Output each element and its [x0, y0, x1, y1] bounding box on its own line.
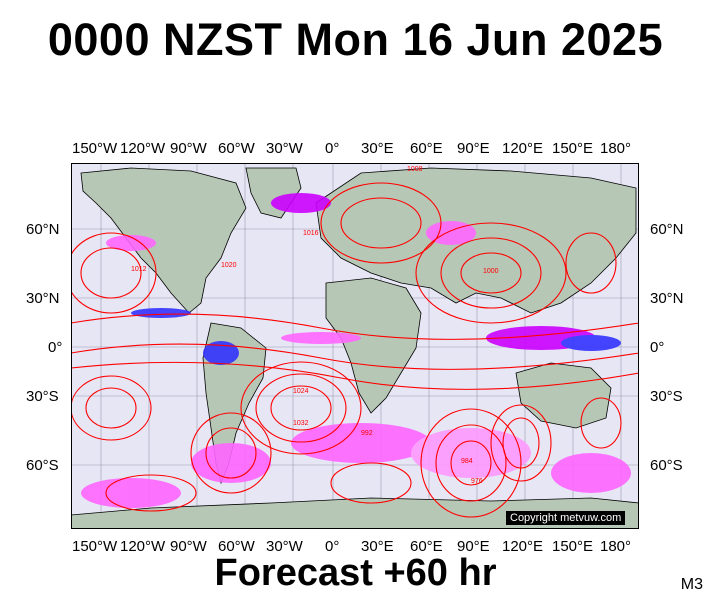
landmass-antarctica — [71, 497, 639, 529]
lon-label-top: 150°E — [552, 140, 594, 157]
lon-label-bottom: 150°E — [552, 538, 594, 555]
lon-label-top: 60°E — [410, 140, 443, 157]
isobars — [71, 182, 639, 518]
lat-label-right: 60°N — [650, 221, 684, 238]
lon-label-bottom: 120°E — [502, 538, 544, 555]
lon-label-bottom: 60°W — [218, 538, 255, 555]
land — [71, 167, 639, 529]
isobar-label: 992 — [361, 430, 373, 437]
lon-label-bottom: 120°W — [120, 538, 166, 555]
lat-label-left: 30°S — [26, 388, 59, 405]
lon-label-bottom: 30°E — [361, 538, 394, 555]
landmass-eurasia — [315, 167, 637, 314]
lon-label-top: 120°W — [120, 140, 166, 157]
lon-label-top: 90°E — [457, 140, 490, 157]
lon-label-top: 30°E — [361, 140, 394, 157]
lat-label-left: 30°N — [26, 290, 60, 307]
lon-label-top: 180° — [600, 140, 632, 157]
lon-label-top: 0° — [325, 140, 340, 157]
lon-label-top: 60°W — [218, 140, 255, 157]
lon-label-bottom: 90°W — [170, 538, 207, 555]
lon-label-top: 150°W — [72, 140, 118, 157]
lon-label-top: 120°E — [502, 140, 544, 157]
lat-label-left: 60°S — [26, 457, 59, 474]
lat-label-right: 30°S — [650, 388, 683, 405]
lon-label-top: 30°W — [266, 140, 303, 157]
isobar-label: 1024 — [293, 388, 309, 395]
lon-label-bottom: 150°W — [72, 538, 118, 555]
isobar-label: 976 — [471, 478, 483, 485]
isobar-label: 1020 — [221, 262, 237, 269]
isobar-label: 1000 — [483, 268, 499, 275]
map-title: 0000 NZST Mon 16 Jun 2025 — [47, 14, 664, 65]
isobar-labels: 1008 1016 1024 1032 1000 992 984 976 101… — [131, 166, 499, 485]
lon-label-bottom: 60°E — [410, 538, 443, 555]
copyright-label: Copyright metvuw.com — [506, 511, 626, 525]
lat-label-left: 60°N — [26, 221, 60, 238]
lon-label-bottom: 180° — [600, 538, 632, 555]
lon-label-bottom: 0° — [325, 538, 340, 555]
lat-label-right: 60°S — [650, 457, 683, 474]
lat-label-right: 30°N — [650, 290, 684, 307]
landmass-australia — [515, 362, 612, 429]
lon-label-bottom: 30°W — [266, 538, 303, 555]
lon-label-top: 90°W — [170, 140, 207, 157]
isobar-label: 1012 — [131, 266, 147, 273]
model-code: M3 — [680, 576, 703, 593]
isobar-label: 984 — [461, 458, 473, 465]
isobar-label: 1032 — [293, 420, 309, 427]
lat-label-left: 0° — [48, 339, 63, 356]
lon-label-bottom: 90°E — [457, 538, 490, 555]
isobar-label: 1016 — [303, 230, 319, 237]
isobar-label: 1008 — [407, 166, 423, 173]
landmass-north-america — [80, 167, 247, 314]
weather-map: 1008 1016 1024 1032 1000 992 984 976 101… — [71, 163, 639, 529]
forecast-label: Forecast +60 hr — [214, 552, 497, 594]
lat-label-right: 0° — [650, 339, 665, 356]
